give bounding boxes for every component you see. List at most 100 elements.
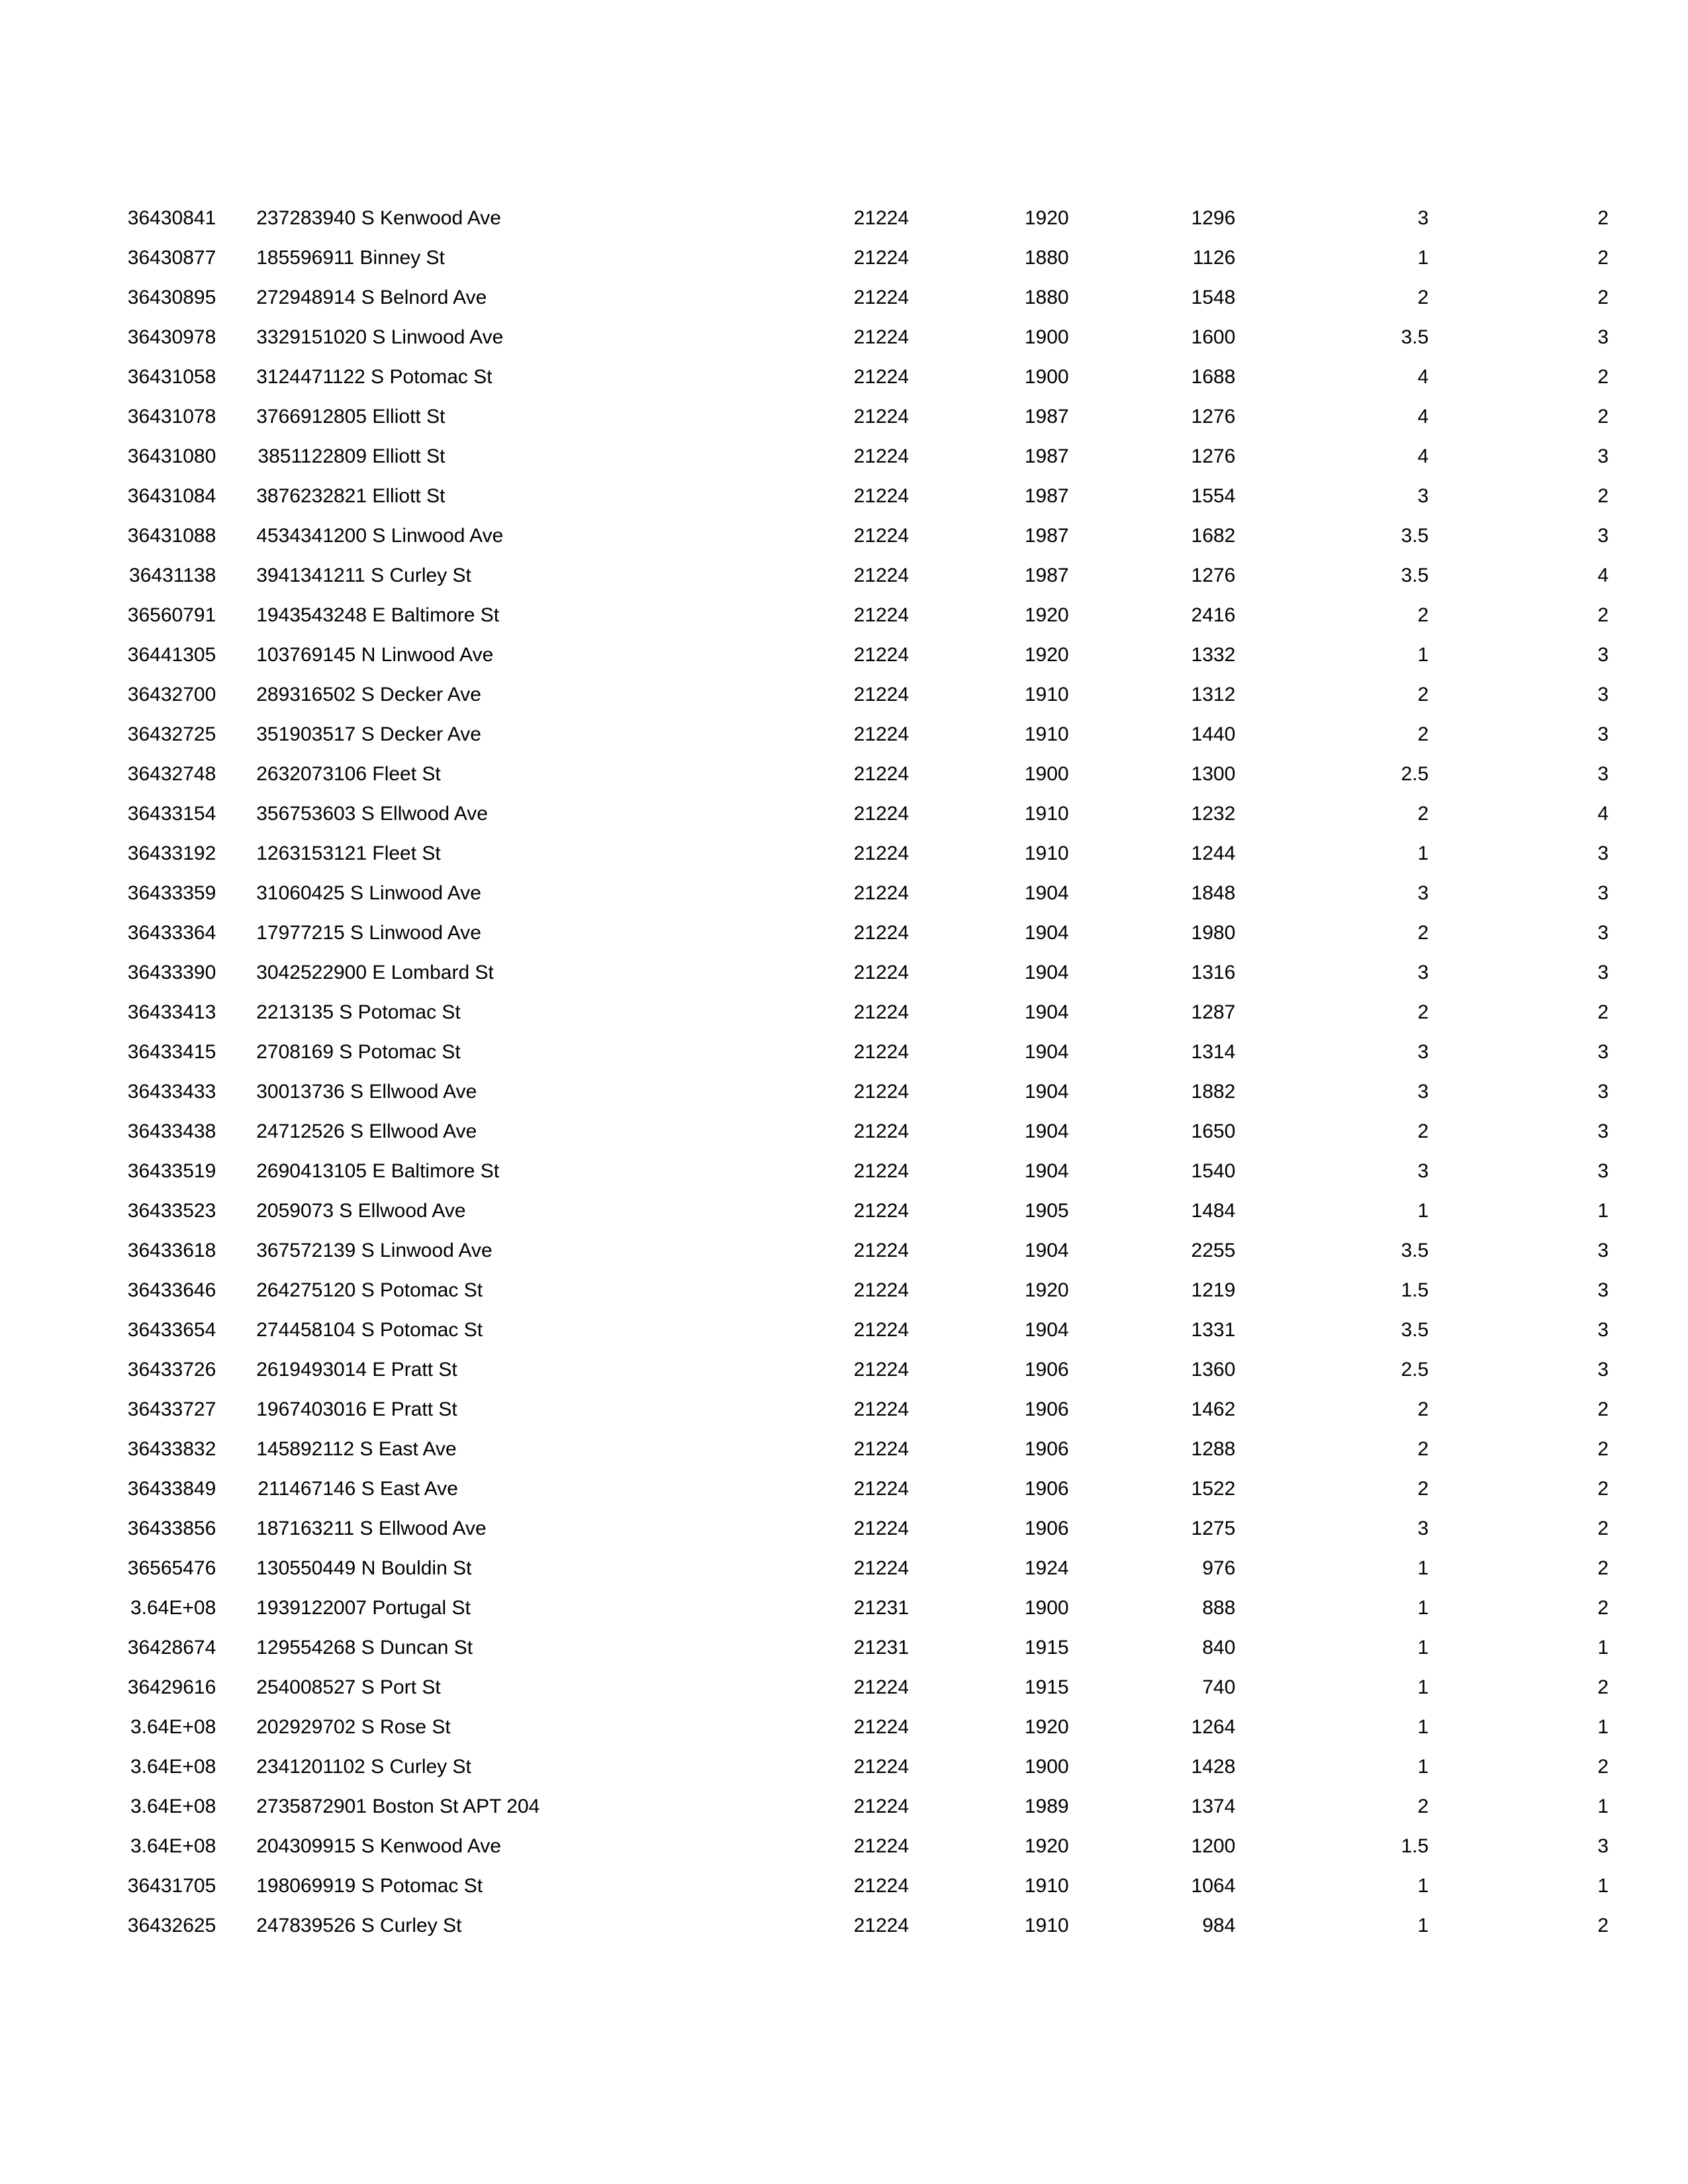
cell-beds: 3 — [1597, 1041, 1609, 1063]
table-body: 36430841 237283 940 S Kenwood Ave 21224 1920… — [86, 199, 1609, 1946]
table-row: 36431705 198069 919 S Potomac St 21224 1910 1… — [86, 1866, 1609, 1906]
cell-address: 915 S Kenwood Ave — [322, 1835, 501, 1857]
cell-account-id: 3.64E+08 — [130, 1597, 216, 1619]
cell-zip: 21224 — [853, 1240, 910, 1261]
cell-assessed-value: 193912 — [256, 1597, 323, 1619]
cell-account-id: 36432748 — [127, 763, 216, 785]
cell-assessed-value: 202929 — [256, 1716, 323, 1738]
cell-baths: 2 — [1417, 1398, 1429, 1420]
cell-year-built: 1915 — [1024, 1676, 1069, 1698]
cell-baths: 1 — [1417, 1875, 1429, 1897]
cell-square-feet: 1276 — [1191, 565, 1236, 586]
table-row: 36433364 179772 15 S Linwood Ave 21224 1904 1… — [86, 913, 1609, 953]
cell-account-id: 36431138 — [129, 565, 216, 586]
cell-baths: 1 — [1417, 1716, 1429, 1738]
cell-zip: 21224 — [853, 1716, 910, 1738]
cell-square-feet: 1484 — [1191, 1200, 1236, 1222]
cell-address: 526 S Curley St — [322, 1915, 462, 1936]
cell-beds: 2 — [1597, 1478, 1609, 1500]
cell-assessed-value: 194354 — [256, 604, 323, 626]
cell-square-feet: 1316 — [1191, 962, 1236, 983]
table-row: 36433726 261949 3014 E Pratt St 21224 1906 13… — [86, 1350, 1609, 1390]
cell-zip: 21231 — [853, 1597, 910, 1619]
cell-address: 146 S East Ave — [322, 1478, 458, 1500]
cell-account-id: 36430877 — [127, 247, 216, 269]
cell-year-built: 1915 — [1024, 1637, 1069, 1659]
cell-assessed-value: 310604 — [256, 882, 323, 904]
cell-year-built: 1989 — [1024, 1796, 1069, 1817]
cell-account-id: 36433523 — [127, 1200, 216, 1222]
cell-year-built: 1920 — [1024, 604, 1069, 626]
table-row: 3.64E+08 204309 915 S Kenwood Ave 21224 1920… — [86, 1827, 1609, 1866]
cell-address: 1211 S Curley St — [322, 565, 471, 586]
cell-zip: 21224 — [853, 604, 910, 626]
cell-year-built: 1900 — [1024, 326, 1069, 348]
table-row: 36433523 205907 3 S Ellwood Ave 21224 1905 14… — [86, 1191, 1609, 1231]
cell-assessed-value: 130550 — [256, 1557, 323, 1579]
cell-baths: 3.5 — [1401, 1240, 1429, 1261]
cell-account-id: 36433618 — [127, 1240, 216, 1261]
cell-assessed-value: 300137 — [256, 1081, 323, 1103]
cell-square-feet: 1440 — [1191, 723, 1236, 745]
cell-zip: 21224 — [853, 882, 910, 904]
cell-account-id: 36432625 — [127, 1915, 216, 1936]
cell-assessed-value: 204309 — [256, 1835, 323, 1857]
cell-beds: 3 — [1597, 1835, 1609, 1857]
cell-assessed-value: 247839 — [256, 1915, 323, 1936]
cell-square-feet: 1275 — [1191, 1518, 1236, 1539]
cell-zip: 21224 — [853, 684, 910, 705]
cell-beds: 3 — [1597, 1081, 1609, 1103]
cell-baths: 3 — [1417, 882, 1429, 904]
cell-address: 3014 E Pratt St — [322, 1359, 457, 1381]
cell-square-feet: 1428 — [1191, 1756, 1236, 1778]
table-row: 36433433 300137 36 S Ellwood Ave 21224 1904 1… — [86, 1072, 1609, 1112]
cell-zip: 21224 — [853, 1915, 910, 1936]
cell-assessed-value: 453434 — [256, 525, 323, 547]
cell-address: 26 S Ellwood Ave — [322, 1120, 477, 1142]
cell-square-feet: 1980 — [1191, 922, 1236, 944]
cell-square-feet: 1688 — [1191, 366, 1236, 388]
table-row: 36431080 385112 2809 Elliott St 21224 1987 12… — [86, 437, 1609, 477]
cell-address: 2901 Boston St APT 204 — [322, 1796, 540, 1817]
cell-baths: 4 — [1417, 445, 1429, 467]
cell-baths: 1.5 — [1401, 1835, 1429, 1857]
cell-zip: 21224 — [853, 525, 910, 547]
cell-zip: 21224 — [853, 326, 910, 348]
cell-year-built: 1910 — [1024, 684, 1069, 705]
cell-address: 914 S Belnord Ave — [322, 287, 487, 308]
cell-beds: 3 — [1597, 962, 1609, 983]
table-row: 36433390 304252 2900 E Lombard St 21224 1904… — [86, 953, 1609, 993]
cell-zip: 21224 — [853, 247, 910, 269]
cell-zip: 21231 — [853, 1637, 910, 1659]
cell-square-feet: 984 — [1202, 1915, 1236, 1936]
cell-square-feet: 1296 — [1191, 207, 1236, 229]
cell-account-id: 36560791 — [127, 604, 216, 626]
cell-square-feet: 1540 — [1191, 1160, 1236, 1182]
table-row: 3.64E+08 234120 1102 S Curley St 21224 1900 1… — [86, 1747, 1609, 1787]
cell-zip: 21224 — [853, 1676, 910, 1698]
cell-baths: 1 — [1417, 1200, 1429, 1222]
cell-address: 268 S Duncan St — [322, 1637, 473, 1659]
cell-zip: 21224 — [853, 1398, 910, 1420]
cell-assessed-value: 198069 — [256, 1875, 323, 1897]
cell-year-built: 1900 — [1024, 1756, 1069, 1778]
cell-square-feet: 1312 — [1191, 684, 1236, 705]
cell-assessed-value: 269041 — [256, 1160, 323, 1182]
cell-address: 104 S Potomac St — [322, 1319, 483, 1341]
cell-square-feet: 1600 — [1191, 326, 1236, 348]
cell-baths: 1 — [1417, 644, 1429, 666]
cell-beds: 2 — [1597, 207, 1609, 229]
cell-assessed-value: 332915 — [256, 326, 323, 348]
cell-account-id: 36430841 — [127, 207, 216, 229]
cell-year-built: 1910 — [1024, 842, 1069, 864]
cell-year-built: 1904 — [1024, 922, 1069, 944]
cell-beds: 3 — [1597, 445, 1609, 467]
cell-account-id: 36433364 — [127, 922, 216, 944]
cell-account-id: 36430978 — [127, 326, 216, 348]
cell-account-id: 36433519 — [127, 1160, 216, 1182]
cell-year-built: 1920 — [1024, 644, 1069, 666]
cell-assessed-value: 376691 — [256, 406, 323, 428]
cell-baths: 2 — [1417, 723, 1429, 745]
cell-baths: 2.5 — [1401, 1359, 1429, 1381]
cell-zip: 21224 — [853, 1001, 910, 1023]
